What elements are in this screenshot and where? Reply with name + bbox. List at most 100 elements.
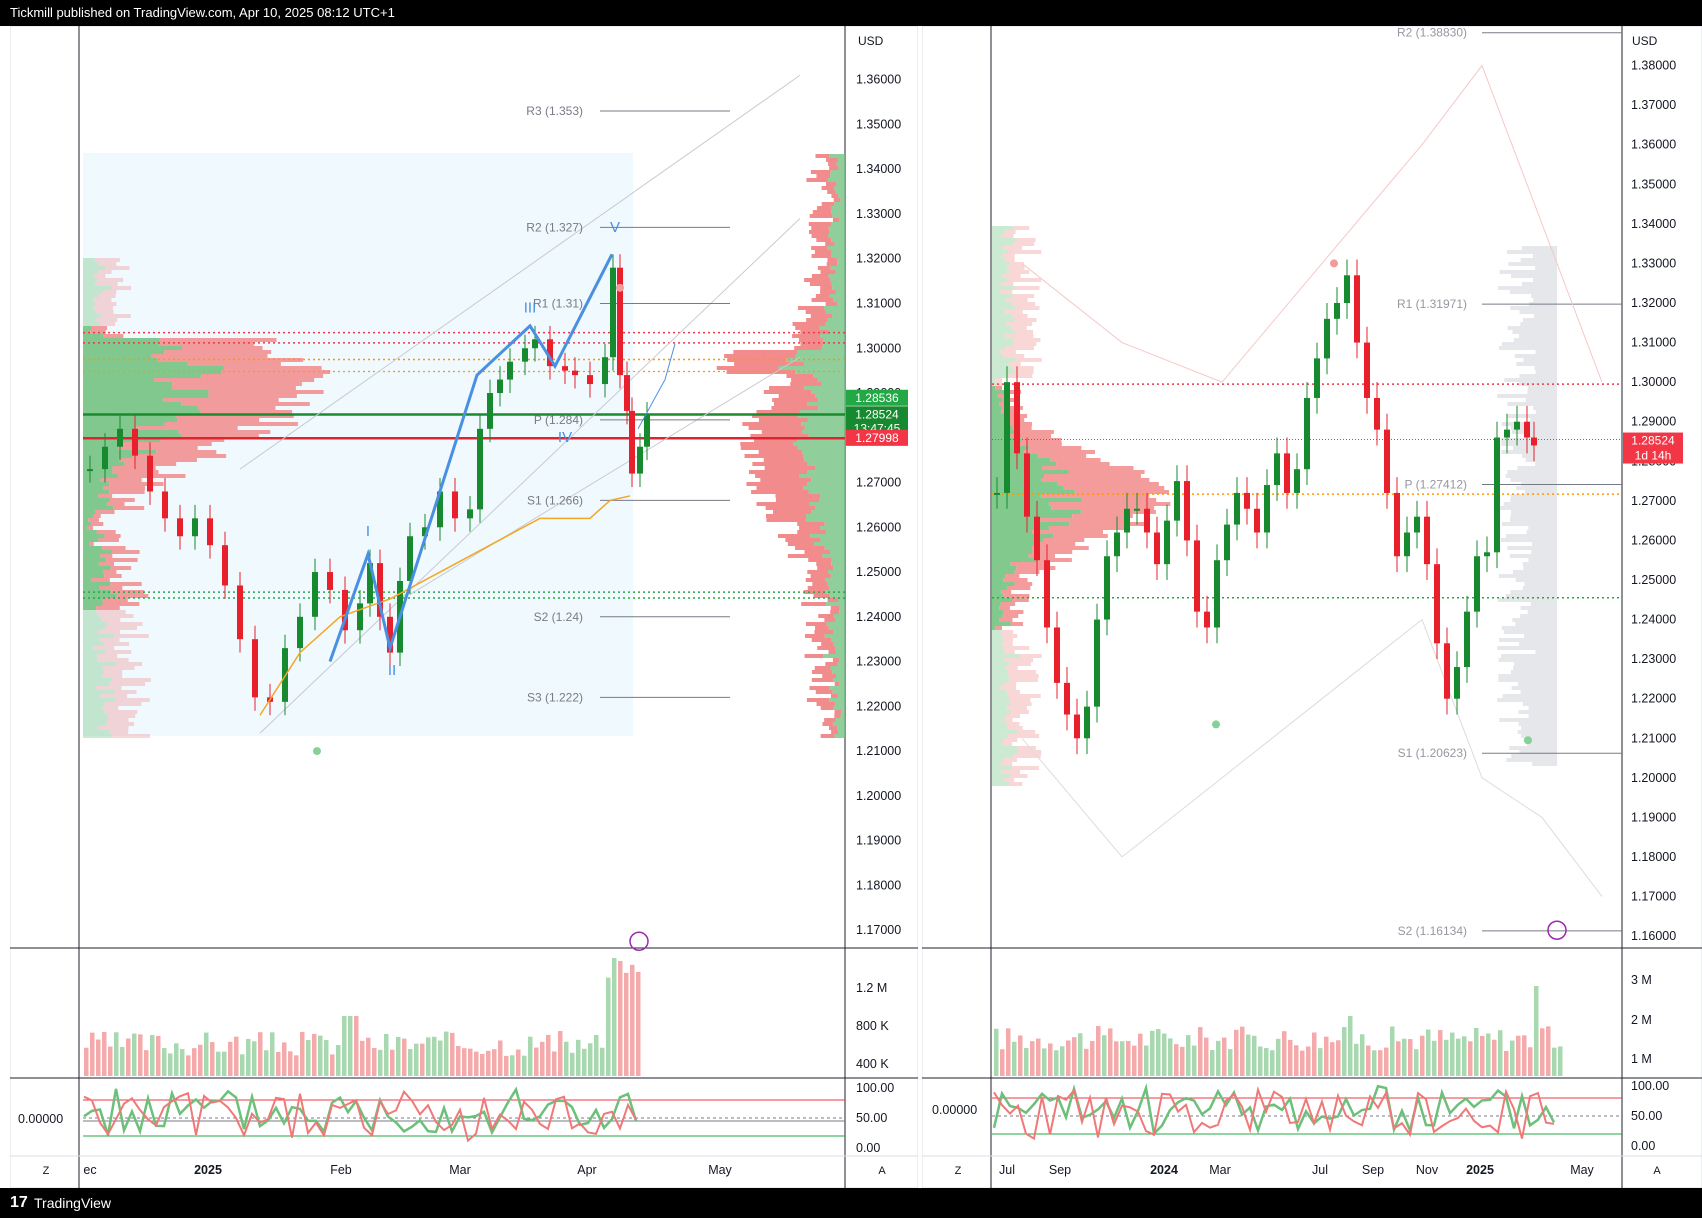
y-tick-label: 1.34000: [1631, 217, 1676, 231]
profile-bar-green: [83, 506, 114, 510]
profile-grey-bar: [1531, 550, 1557, 554]
profile-bar-green: [992, 530, 1033, 534]
profile-bar-green: [83, 510, 96, 514]
volume-bar: [1246, 1034, 1251, 1076]
profile-right-green: [836, 162, 845, 166]
profile-right-red: [742, 422, 802, 426]
volume-bar: [1534, 986, 1539, 1076]
footer-brand[interactable]: TradingView: [34, 1195, 112, 1211]
left-chart[interactable]: R3 (1.353) R2 (1.327) R1 (1.31) P (1.284) S1…: [10, 26, 918, 1188]
profile-right-red: [766, 518, 806, 522]
profile-right-green: [839, 606, 845, 610]
profile-bar-red: [1008, 362, 1021, 366]
profile-bar-green: [992, 378, 996, 382]
volume-bar: [1378, 1050, 1383, 1076]
candle-body: [1224, 524, 1230, 561]
profile-grey-bar: [1510, 670, 1557, 674]
volume-bar: [240, 1054, 245, 1076]
profile-grey-bar: [1524, 490, 1557, 494]
profile-bar-green: [83, 594, 117, 598]
profile-right-green: [834, 242, 845, 246]
profile-bar-red: [999, 290, 1013, 294]
profile-grey-bar: [1497, 598, 1557, 602]
profile-bar-red: [178, 430, 271, 434]
x-tick-label: 2025: [1466, 1163, 1494, 1177]
profile-bar-green: [992, 638, 1003, 642]
profile-grey-bar: [1527, 610, 1557, 614]
profile-grey-bar: [1520, 726, 1557, 730]
candle-body: [1504, 429, 1510, 438]
osc-tick: 0.00: [856, 1141, 880, 1155]
profile-right-red: [760, 478, 812, 482]
candle-body: [387, 616, 393, 653]
y-tick-label: 1.33000: [856, 207, 901, 221]
profile-bar-red: [995, 386, 1003, 390]
volume-bar: [1036, 1038, 1041, 1076]
profile-bar-red: [1041, 494, 1150, 498]
profile-bar-red: [1014, 430, 1054, 434]
profile-grey-bar: [1517, 730, 1557, 734]
channel-line: [259, 218, 801, 734]
profile-grey-bar: [1498, 674, 1557, 678]
profile-grey-bar: [1498, 286, 1557, 290]
profile-bar-green: [992, 390, 1006, 394]
profile-bar-red: [1002, 274, 1021, 278]
profile-right-green: [815, 506, 845, 510]
profile-grey-bar: [1535, 410, 1557, 414]
profile-bar-green: [992, 766, 1013, 770]
volume-bar: [408, 1049, 413, 1076]
profile-bar-green: [992, 362, 1009, 366]
profile-bar-green: [992, 714, 1007, 718]
profile-right-red: [815, 294, 830, 298]
volume-bar: [1330, 1042, 1335, 1076]
profile-bar-red: [1004, 334, 1034, 338]
profile-grey-bar: [1516, 486, 1557, 490]
profile-right-green: [839, 610, 845, 614]
profile-right-red: [764, 466, 816, 470]
profile-bar-red: [113, 506, 145, 510]
volume-bar: [1390, 1026, 1395, 1076]
profile-bar-red: [208, 394, 297, 398]
profile-grey-bar: [1513, 666, 1557, 670]
profile-right-red: [754, 438, 798, 442]
profile-grey-bar: [1520, 606, 1557, 610]
profile-bar-red: [181, 402, 310, 406]
y-tick-label: 1.19000: [1631, 810, 1676, 824]
candle-body: [1034, 516, 1040, 561]
y-tick-label: 1.20000: [856, 789, 901, 803]
profile-right-red: [806, 698, 830, 702]
volume-bar: [1180, 1046, 1185, 1076]
profile-right-red: [756, 502, 810, 506]
profile-right-green: [797, 438, 845, 442]
profile-bar-red: [1010, 622, 1024, 626]
currency-label: USD: [858, 34, 884, 48]
profile-bar-red: [1004, 778, 1015, 782]
volume-bar: [1360, 1034, 1365, 1076]
profile-bar-green: [992, 554, 1029, 558]
profile-bar-green: [992, 506, 1052, 510]
profile-bar-red: [102, 546, 126, 550]
profile-bar-green: [83, 282, 96, 286]
profile-right-red: [813, 594, 830, 598]
candle-body: [1314, 358, 1320, 398]
volume-bar: [402, 1038, 407, 1076]
profile-bar-green: [83, 650, 106, 654]
profile-bar-green: [992, 386, 996, 390]
volume-bar: [1336, 1040, 1341, 1076]
volume-bar: [162, 1048, 167, 1076]
profile-bar-red: [110, 582, 142, 586]
profile-bar-green: [83, 382, 173, 386]
profile-right-green: [833, 678, 845, 682]
y-tick-label: 1.32000: [1631, 296, 1676, 310]
wave-label: I: [366, 523, 370, 540]
candle-body: [1404, 532, 1410, 557]
profile-grey-bar: [1501, 342, 1557, 346]
right-chart[interactable]: R2 (1.38830) R1 (1.31971) P (1.27412) S1 (1…: [922, 26, 1702, 1188]
profile-bar-red: [999, 402, 1008, 406]
profile-right-red: [811, 234, 829, 238]
profile-right-green: [813, 374, 845, 378]
profile-right-green: [805, 518, 845, 522]
profile-bar-red: [1032, 550, 1073, 554]
profile-bar-green: [83, 570, 103, 574]
profile-bar-green: [992, 234, 1002, 238]
